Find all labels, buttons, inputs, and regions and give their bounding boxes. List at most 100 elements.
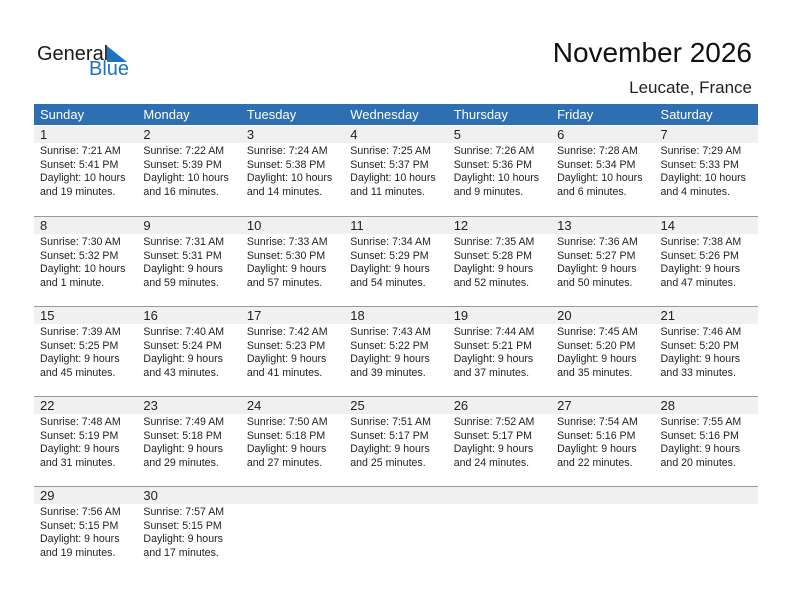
daylight1-text: Daylight: 9 hours xyxy=(557,353,637,365)
sunset-text: Sunset: 5:18 PM xyxy=(246,429,326,442)
day-cell: 5 Sunrise: 7:26 AM Sunset: 5:36 PM Daylight… xyxy=(447,126,552,216)
daylight2-text: and 29 minutes. xyxy=(143,456,219,469)
sunrise-text: Sunrise: 7:35 AM xyxy=(453,236,535,248)
week-row: 8 Sunrise: 7:30 AM Sunset: 5:32 PM Daylight… xyxy=(34,216,758,306)
weekday-tuesday: Tuesday xyxy=(246,107,297,122)
daylight1-text: Daylight: 9 hours xyxy=(143,533,223,545)
day-cell: 6 Sunrise: 7:28 AM Sunset: 5:34 PM Daylight… xyxy=(551,126,655,216)
daylight2-text: and 52 minutes. xyxy=(453,276,530,289)
day-cell: 15 Sunrise: 7:39 AM Sunset: 5:25 PM Dayligh… xyxy=(34,306,138,396)
day-cell: 11 Sunrise: 7:34 AM Sunset: 5:29 PM Dayligh… xyxy=(344,216,448,306)
week-row: 22 Sunrise: 7:48 AM Sunset: 5:19 PM Dayligh… xyxy=(34,396,758,486)
empty-date-bar xyxy=(654,486,758,504)
day-cell: 21 Sunrise: 7:46 AM Sunset: 5:20 PM Dayligh… xyxy=(654,306,758,396)
day-cell: 30 Sunrise: 7:57 AM Sunset: 5:15 PM Dayligh… xyxy=(137,486,241,576)
sunset-text: Sunset: 5:25 PM xyxy=(40,339,119,352)
daylight2-text: and 31 minutes. xyxy=(40,456,116,469)
week-row: 29 Sunrise: 7:56 AM Sunset: 5:15 PM Dayligh… xyxy=(34,486,758,576)
sunset-text: Sunset: 5:26 PM xyxy=(660,249,739,262)
daylight1-text: Daylight: 10 hours xyxy=(350,172,436,184)
sunrise-text: Sunrise: 7:55 AM xyxy=(660,416,742,428)
daylight2-text: and 47 minutes. xyxy=(660,276,736,289)
day-number: 13 xyxy=(551,216,655,234)
daylight2-text: and 37 minutes. xyxy=(453,366,530,379)
daylight2-text: and 24 minutes. xyxy=(453,456,530,469)
daylight2-text: and 11 minutes. xyxy=(350,185,425,198)
daylight2-text: and 45 minutes. xyxy=(40,366,116,379)
sunset-text: Sunset: 5:16 PM xyxy=(660,429,739,442)
day-number: 7 xyxy=(654,126,758,143)
day-number: 12 xyxy=(447,216,552,234)
day-number: 22 xyxy=(34,396,138,414)
day-number: 3 xyxy=(240,126,345,143)
sunset-text: Sunset: 5:37 PM xyxy=(350,158,429,171)
sunrise-text: Sunrise: 7:49 AM xyxy=(143,416,225,428)
day-cell: 23 Sunrise: 7:49 AM Sunset: 5:18 PM Dayligh… xyxy=(137,396,241,486)
day-number: 21 xyxy=(654,306,758,324)
sunrise-text: Sunrise: 7:34 AM xyxy=(350,236,431,248)
sunrise-text: Sunrise: 7:21 AM xyxy=(40,145,121,157)
day-number: 15 xyxy=(34,306,138,324)
sunset-text: Sunset: 5:15 PM xyxy=(143,519,222,532)
day-cell: 17 Sunrise: 7:42 AM Sunset: 5:23 PM Dayligh… xyxy=(240,306,345,396)
daylight1-text: Daylight: 9 hours xyxy=(453,263,534,275)
sunrise-text: Sunrise: 7:29 AM xyxy=(660,145,742,157)
day-cell: 3 Sunrise: 7:24 AM Sunset: 5:38 PM Daylight… xyxy=(240,126,345,216)
empty-cell xyxy=(551,486,655,576)
daylight2-text: and 33 minutes. xyxy=(660,366,736,379)
week-row: 15 Sunrise: 7:39 AM Sunset: 5:25 PM Dayligh… xyxy=(34,306,758,396)
day-number: 4 xyxy=(344,126,448,143)
sunrise-text: Sunrise: 7:43 AM xyxy=(350,326,431,338)
day-cell: 18 Sunrise: 7:43 AM Sunset: 5:22 PM Dayligh… xyxy=(344,306,448,396)
sunset-text: Sunset: 5:38 PM xyxy=(246,158,326,171)
sunset-text: Sunset: 5:20 PM xyxy=(660,339,739,352)
day-cell: 8 Sunrise: 7:30 AM Sunset: 5:32 PM Daylight… xyxy=(34,216,138,306)
logo-general: General xyxy=(37,43,109,65)
daylight2-text: and 39 minutes. xyxy=(350,366,426,379)
sunrise-text: Sunrise: 7:51 AM xyxy=(350,416,431,428)
day-cell: 28 Sunrise: 7:55 AM Sunset: 5:16 PM Dayligh… xyxy=(654,396,758,486)
day-cell: 25 Sunrise: 7:51 AM Sunset: 5:17 PM Dayligh… xyxy=(344,396,448,486)
daylight1-text: Daylight: 9 hours xyxy=(143,353,223,365)
weekday-thursday: Thursday xyxy=(453,107,508,122)
daylight1-text: Daylight: 9 hours xyxy=(350,443,430,455)
daylight1-text: Daylight: 9 hours xyxy=(40,443,120,455)
weekday-monday: Monday xyxy=(143,107,190,122)
sunset-text: Sunset: 5:24 PM xyxy=(143,339,222,352)
daylight1-text: Daylight: 9 hours xyxy=(40,353,120,365)
sunset-text: Sunset: 5:16 PM xyxy=(557,429,636,442)
logo-triangle-icon xyxy=(107,46,127,62)
daylight2-text: and 43 minutes. xyxy=(143,366,219,379)
daylight1-text: Daylight: 9 hours xyxy=(350,263,430,275)
sunset-text: Sunset: 5:32 PM xyxy=(40,249,119,262)
daylight2-text: and 35 minutes. xyxy=(557,366,633,379)
empty-date-bar xyxy=(551,486,655,504)
sunset-text: Sunset: 5:21 PM xyxy=(453,339,533,352)
sunrise-text: Sunrise: 7:22 AM xyxy=(143,145,225,157)
day-number: 11 xyxy=(344,216,448,234)
sunrise-text: Sunrise: 7:52 AM xyxy=(453,416,535,428)
day-cell: 13 Sunrise: 7:36 AM Sunset: 5:27 PM Dayligh… xyxy=(551,216,655,306)
day-number: 1 xyxy=(34,126,138,143)
empty-date-bar xyxy=(344,486,448,504)
daylight1-text: Daylight: 9 hours xyxy=(557,263,637,275)
day-number: 23 xyxy=(137,396,241,414)
daylight1-text: Daylight: 10 hours xyxy=(40,172,126,184)
daylight1-text: Daylight: 9 hours xyxy=(143,443,223,455)
day-number: 17 xyxy=(240,306,345,324)
sunrise-text: Sunrise: 7:44 AM xyxy=(453,326,535,338)
sunrise-text: Sunrise: 7:30 AM xyxy=(40,236,121,248)
day-cell: 10 Sunrise: 7:33 AM Sunset: 5:30 PM Dayligh… xyxy=(240,216,345,306)
day-number: 18 xyxy=(344,306,448,324)
empty-cell xyxy=(447,486,552,576)
sunset-text: Sunset: 5:31 PM xyxy=(143,249,222,262)
sunset-text: Sunset: 5:15 PM xyxy=(40,519,119,532)
day-number: 16 xyxy=(137,306,241,324)
sunset-text: Sunset: 5:36 PM xyxy=(453,158,533,171)
daylight1-text: Daylight: 9 hours xyxy=(143,263,223,275)
day-cell: 24 Sunrise: 7:50 AM Sunset: 5:18 PM Dayligh… xyxy=(240,396,345,486)
week-row: 1 Sunrise: 7:21 AM Sunset: 5:41 PM Daylight… xyxy=(34,126,758,216)
day-cell: 22 Sunrise: 7:48 AM Sunset: 5:19 PM Dayligh… xyxy=(34,396,138,486)
sunrise-text: Sunrise: 7:36 AM xyxy=(557,236,638,248)
sunrise-text: Sunrise: 7:45 AM xyxy=(557,326,638,338)
